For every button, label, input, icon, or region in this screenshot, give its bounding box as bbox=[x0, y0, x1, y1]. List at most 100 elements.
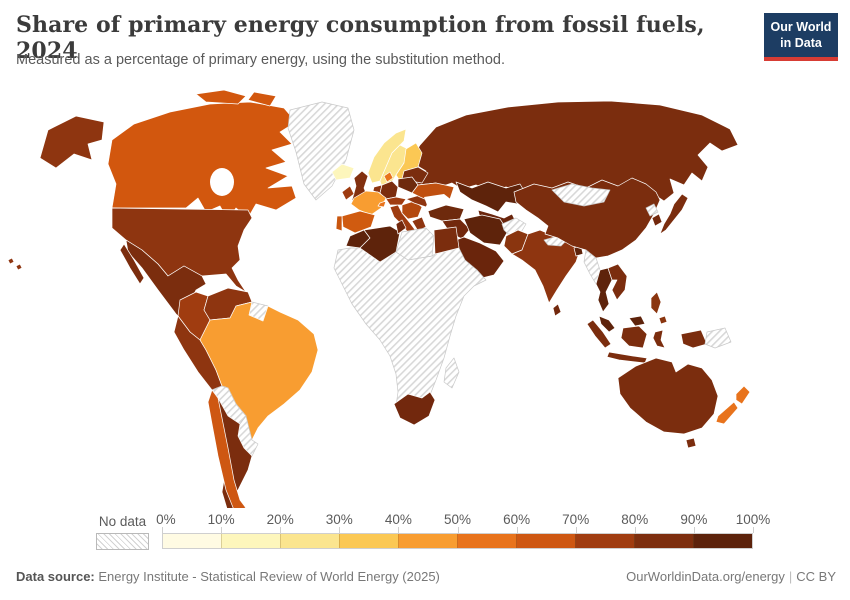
footer: Data source: Energy Institute - Statisti… bbox=[16, 569, 836, 584]
footer-links: OurWorldinData.org/energy | CC BY bbox=[626, 569, 836, 584]
region-france[interactable] bbox=[350, 190, 387, 216]
legend-tick-mark bbox=[339, 527, 341, 533]
footer-source: Data source: Energy Institute - Statisti… bbox=[16, 569, 440, 584]
legend-tick-mark bbox=[280, 527, 282, 533]
legend-tick-mark bbox=[693, 527, 695, 533]
region-australia[interactable] bbox=[617, 357, 719, 435]
page-subtitle: Measured as a percentage of primary ener… bbox=[16, 52, 505, 68]
legend-bin[interactable] bbox=[163, 534, 221, 548]
region-thailand[interactable] bbox=[595, 267, 613, 313]
license-link[interactable]: CC BY bbox=[796, 569, 836, 584]
legend-bin[interactable] bbox=[516, 534, 575, 548]
legend-bin[interactable] bbox=[575, 534, 634, 548]
owid-logo-line2: in Data bbox=[780, 35, 822, 50]
world-map bbox=[7, 89, 751, 508]
region-baja[interactable] bbox=[119, 243, 145, 285]
map-legend: No data 0% 10% 20% 30% 40% 50% 60% 70% 80% 90% 100… bbox=[0, 512, 850, 552]
owid-url-link[interactable]: OurWorldinData.org/energy bbox=[626, 569, 785, 584]
legend-tick-label: 0% bbox=[156, 512, 176, 527]
region-greenland[interactable] bbox=[287, 101, 355, 201]
region-hawaii[interactable] bbox=[7, 257, 15, 265]
region-west-papua[interactable] bbox=[680, 329, 708, 349]
legend-bin[interactable] bbox=[693, 534, 752, 548]
region-libya[interactable] bbox=[395, 227, 435, 261]
region-papua-new-guinea[interactable] bbox=[704, 327, 732, 349]
legend-bin[interactable] bbox=[280, 534, 339, 548]
legend-tick-mark bbox=[516, 527, 518, 533]
region-north-korea[interactable] bbox=[645, 203, 659, 217]
legend-tick-mark bbox=[398, 527, 400, 533]
legend-tick-label: 20% bbox=[266, 512, 294, 527]
region-canada-arctic[interactable] bbox=[195, 89, 247, 105]
no-data-swatch[interactable] bbox=[96, 533, 149, 550]
legend-bins bbox=[162, 533, 753, 549]
region-mongolia[interactable] bbox=[551, 183, 611, 207]
legend-tick-label: 80% bbox=[621, 512, 649, 527]
legend-bin[interactable] bbox=[221, 534, 280, 548]
region-algeria[interactable] bbox=[359, 225, 401, 263]
region-ireland[interactable] bbox=[341, 185, 355, 201]
legend-tick-mark bbox=[634, 527, 636, 533]
region-sulawesi[interactable] bbox=[652, 329, 666, 349]
region-india[interactable] bbox=[511, 229, 581, 304]
legend-bin[interactable] bbox=[398, 534, 457, 548]
source-text: Energy Institute - Statistical Review of… bbox=[94, 569, 440, 584]
region-denmark[interactable] bbox=[383, 171, 394, 183]
region-tunisia[interactable] bbox=[395, 219, 407, 235]
region-portugal[interactable] bbox=[335, 215, 343, 232]
region-new-zealand-south[interactable] bbox=[715, 401, 739, 425]
source-label: Data source: bbox=[16, 569, 95, 584]
region-tasmania[interactable] bbox=[685, 437, 697, 449]
region-greece[interactable] bbox=[411, 216, 427, 232]
page-title: Share of primary energy consumption from… bbox=[16, 12, 705, 64]
region-sri-lanka[interactable] bbox=[552, 303, 562, 317]
region-iceland[interactable] bbox=[331, 163, 355, 181]
region-vietnam-laos[interactable] bbox=[607, 263, 628, 301]
region-java[interactable] bbox=[606, 351, 648, 364]
region-south-korea[interactable] bbox=[651, 213, 663, 227]
hudson-bay-water bbox=[210, 168, 234, 196]
legend-tick-label: 100% bbox=[735, 512, 771, 527]
legend-bin[interactable] bbox=[457, 534, 516, 548]
legend-tick-label: 10% bbox=[207, 512, 235, 527]
legend-bin[interactable] bbox=[634, 534, 693, 548]
legend-tick-label: 60% bbox=[503, 512, 531, 527]
region-norway[interactable] bbox=[367, 128, 407, 184]
region-canada-arctic[interactable] bbox=[247, 91, 277, 107]
region-africa-no-data[interactable] bbox=[333, 247, 487, 415]
legend-tick-mark bbox=[162, 527, 163, 533]
legend-tick-mark bbox=[575, 527, 577, 533]
owid-logo-line1: Our World bbox=[770, 20, 832, 34]
legend-tick-label: 30% bbox=[325, 512, 353, 527]
region-japan[interactable] bbox=[659, 193, 689, 235]
region-chile[interactable] bbox=[207, 389, 247, 508]
legend-tick-label: 90% bbox=[680, 512, 708, 527]
footer-separator: | bbox=[788, 569, 793, 584]
region-alaska[interactable] bbox=[39, 115, 105, 169]
legend-tick-mark bbox=[221, 527, 223, 533]
region-philippines[interactable] bbox=[650, 291, 662, 315]
legend-bin[interactable] bbox=[339, 534, 398, 548]
legend-tick-mark bbox=[753, 527, 754, 533]
region-china[interactable] bbox=[513, 177, 661, 259]
region-egypt[interactable] bbox=[433, 226, 460, 255]
region-new-zealand-north[interactable] bbox=[735, 385, 751, 405]
region-iran[interactable] bbox=[463, 214, 509, 246]
region-south-africa[interactable] bbox=[393, 391, 436, 426]
region-philippines-south[interactable] bbox=[658, 315, 668, 325]
region-madagascar[interactable] bbox=[443, 357, 460, 389]
legend-no-data[interactable]: No data bbox=[96, 512, 149, 550]
region-hawaii[interactable] bbox=[15, 263, 23, 271]
region-czech-austria[interactable] bbox=[385, 196, 407, 206]
region-malaysia[interactable] bbox=[598, 315, 616, 333]
region-spain[interactable] bbox=[341, 210, 376, 234]
region-borneo[interactable] bbox=[620, 325, 648, 349]
legend-tick-mark bbox=[457, 527, 459, 533]
no-data-label: No data bbox=[98, 514, 147, 529]
region-canada[interactable] bbox=[107, 101, 297, 221]
region-malaysia-borneo[interactable] bbox=[628, 315, 646, 327]
region-sumatra[interactable] bbox=[586, 319, 612, 349]
region-switzerland[interactable] bbox=[377, 200, 387, 208]
owid-logo[interactable]: Our World in Data bbox=[764, 13, 838, 62]
